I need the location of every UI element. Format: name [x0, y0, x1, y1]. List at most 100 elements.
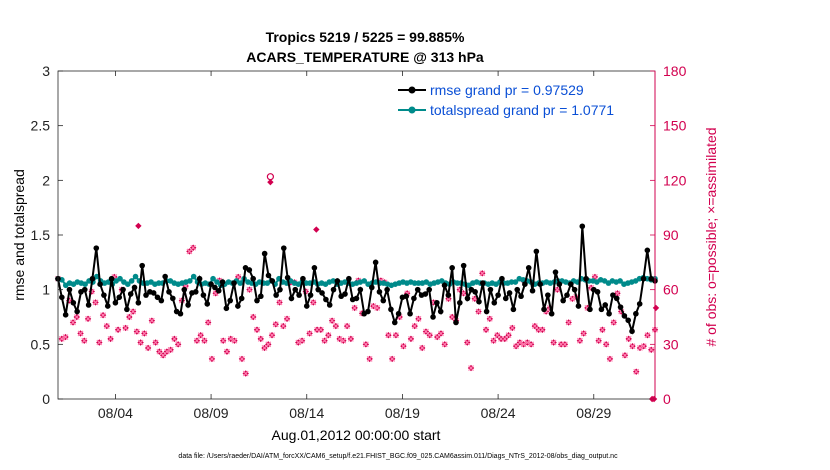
y-right-tick-label: 150 [663, 118, 687, 134]
obs-assimilated-point [633, 368, 640, 375]
obs-assimilated-point [565, 319, 572, 326]
obs-assimilated-point [610, 319, 617, 326]
rmse-point [62, 312, 69, 318]
obs-assimilated-point [344, 323, 351, 330]
obs-assimilated-point [625, 335, 632, 342]
obs-assimilated-point [539, 326, 546, 333]
obs-assimilated-point [595, 337, 602, 344]
y-axis-label: rmse and totalspread [11, 169, 27, 301]
obs-assimilated-point [239, 355, 245, 362]
rmse-point [533, 248, 540, 255]
obs-assimilated-point [103, 323, 110, 330]
obs-assimilated-point [411, 323, 418, 330]
obs-assimilated-point [272, 321, 279, 328]
rmse-point [571, 286, 578, 293]
rmse-point [235, 303, 241, 309]
rmse-point [74, 308, 80, 315]
rmse-point [223, 305, 230, 312]
rmse-point [288, 295, 295, 302]
rmse-point [120, 286, 126, 293]
rmse-point [208, 281, 214, 288]
obs-extra-point [267, 178, 274, 186]
rmse-point [323, 296, 329, 303]
rmse-point [640, 275, 647, 282]
rmse-point [315, 286, 322, 293]
obs-assimilated-point [299, 337, 305, 344]
rmse-point [629, 328, 635, 335]
obs-assimilated-point [70, 319, 76, 326]
obs-assimilated-point [231, 337, 238, 344]
obs-assimilated-point [340, 337, 347, 344]
legend-spread-label: totalspread grand pr = 1.0771 [430, 102, 614, 118]
rmse-point [376, 289, 383, 295]
rmse-point [215, 287, 222, 294]
rmse-point [284, 274, 291, 281]
rmse-point [296, 292, 302, 298]
obs-assimilated-point [580, 330, 587, 337]
obs-assimilated-point [280, 323, 287, 330]
x-tick-label: 08/04 [98, 405, 133, 421]
rmse-point [457, 299, 463, 306]
obs-assimilated-point [194, 337, 200, 344]
obs-assimilated-point [310, 299, 317, 306]
obs-assimilated-point [614, 290, 621, 297]
rmse-point [625, 317, 632, 324]
rmse-point [441, 282, 448, 289]
obs-assimilated-point [629, 343, 636, 350]
obs-assimilated-point [246, 286, 253, 293]
obs-assimilated-point [389, 355, 396, 362]
rmse-point [108, 275, 115, 282]
obs-assimilated-point [362, 341, 369, 348]
obs-assimilated-point [332, 323, 339, 330]
rmse-point [158, 297, 165, 304]
obs-assimilated-point [637, 345, 643, 351]
rmse-point [499, 275, 505, 282]
rmse-point [204, 301, 211, 307]
obs-extra-point [313, 226, 320, 233]
totalspread-point [117, 275, 123, 282]
rmse-point [307, 292, 314, 298]
legend-spread-marker [408, 106, 416, 114]
rmse-point [510, 306, 517, 313]
obs-assimilated-point [122, 325, 129, 331]
x-tick-label: 08/19 [385, 405, 420, 421]
obs-assimilated-point [419, 345, 426, 351]
totalspread-point [617, 278, 623, 284]
obs-assimilated-point [295, 339, 302, 346]
obs-assimilated-point [115, 326, 121, 333]
obs-assimilated-point [603, 341, 610, 348]
rmse-point [472, 289, 478, 295]
rmse-point [411, 295, 417, 302]
rmse-point [384, 286, 390, 293]
rmse-point [502, 295, 509, 302]
obs-assimilated-point [607, 355, 613, 362]
obs-assimilated-point [306, 330, 313, 337]
rmse-point [353, 295, 360, 302]
rmse-point [621, 313, 628, 319]
rmse-point [131, 284, 138, 291]
rmse-point [483, 308, 490, 315]
rmse-point [636, 301, 643, 307]
obs-assimilated-point [81, 337, 88, 344]
obs-assimilated-point [284, 315, 290, 322]
obs-assimilated-point [505, 332, 512, 339]
obs-assimilated-point [317, 326, 324, 333]
obs-assimilated-point [640, 343, 647, 350]
obs-assimilated-point [569, 295, 576, 302]
obs-assimilated-point [242, 370, 249, 377]
rmse-point [422, 291, 429, 297]
rmse-point [522, 281, 528, 288]
legend-box [392, 80, 644, 120]
obs-assimilated-point [520, 341, 527, 348]
obs-assimilated-point [464, 339, 471, 346]
rmse-point [464, 295, 471, 302]
rmse-point [372, 259, 379, 266]
obs-assimilated-point [599, 326, 606, 333]
rmse-point [166, 289, 172, 295]
totalspread-point [411, 280, 418, 286]
rmse-point [212, 284, 218, 291]
obs-assimilated-point [554, 286, 561, 293]
obs-assimilated-point [329, 317, 336, 324]
obs-assimilated-point [426, 332, 433, 339]
rmse-point [495, 292, 501, 298]
